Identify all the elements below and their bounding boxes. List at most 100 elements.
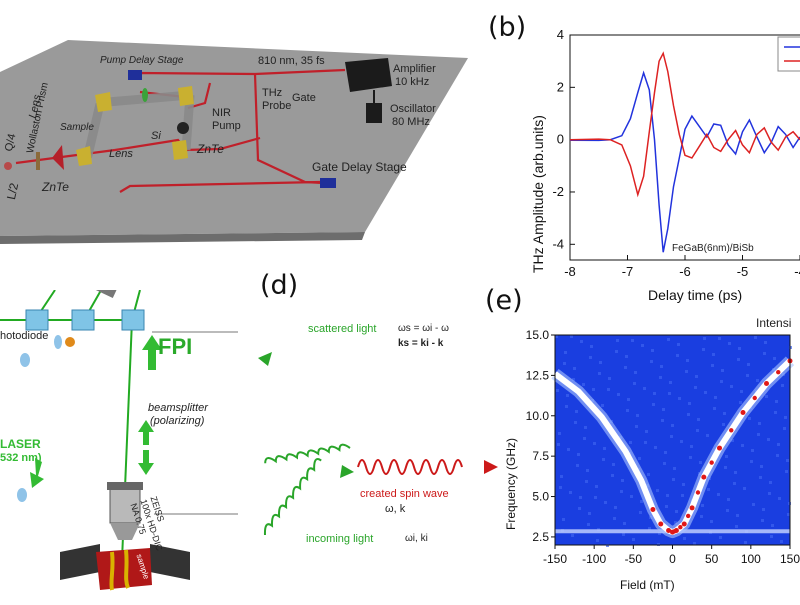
noise-pixel (584, 426, 587, 429)
peak-point (666, 527, 672, 533)
peak-point (689, 505, 695, 511)
beamsplitter-cube-1 (25, 309, 49, 331)
amplifier-label-2: 10 kHz (395, 76, 430, 88)
noise-pixel (556, 389, 559, 392)
y-tick-label: 5.0 (532, 490, 549, 504)
noise-pixel (682, 483, 685, 486)
objective-arrow (138, 420, 154, 445)
bls-setup-diagram (0, 266, 238, 591)
noise-pixel (676, 354, 679, 357)
noise-pixel (734, 471, 737, 474)
noise-pixel (575, 410, 578, 413)
nir-label-2: Pump (212, 120, 241, 132)
noise-pixel (645, 430, 648, 433)
panel-label-e: (e) (485, 285, 523, 316)
noise-pixel (701, 504, 704, 507)
noise-pixel (572, 378, 575, 381)
parabolic-mirror-3 (76, 146, 92, 166)
noise-pixel (611, 474, 614, 477)
incoming-arrowhead (340, 465, 354, 478)
noise-pixel (595, 485, 598, 488)
noise-pixel (570, 335, 573, 338)
noise-pixel (639, 511, 642, 514)
noise-pixel (747, 363, 750, 366)
noise-pixel (653, 392, 656, 395)
peak-point (658, 521, 664, 527)
magnet-left (60, 544, 100, 580)
noise-pixel (577, 453, 580, 456)
noise-pixel (722, 423, 725, 426)
lens-element-1 (54, 335, 62, 349)
noise-pixel (588, 512, 591, 515)
x-tick-label: -4 (794, 264, 800, 279)
beamsplitter-label-1: beamsplitter (148, 402, 208, 414)
noise-pixel (604, 501, 607, 504)
noise-pixel (714, 396, 717, 399)
noise-pixel (627, 398, 630, 401)
noise-pixel (786, 459, 789, 462)
noise-pixel (731, 439, 734, 442)
noise-pixel (632, 538, 635, 541)
noise-pixel (601, 404, 604, 407)
noise-pixel (658, 532, 661, 535)
chart-e-xlabel: Field (mT) (620, 578, 675, 592)
noise-pixel (555, 335, 558, 338)
noise-pixel (566, 394, 569, 397)
noise-pixel (673, 467, 676, 470)
noise-pixel (593, 442, 596, 445)
objective-lens (107, 482, 143, 540)
x-tick-label: -5 (737, 264, 749, 279)
noise-pixel (565, 405, 568, 408)
beamsplitter-label-2: (polarizing) (150, 415, 205, 427)
chart-b-legend (777, 36, 800, 72)
noise-pixel (667, 338, 670, 341)
noise-pixel (756, 379, 759, 382)
gate-label: Gate (292, 92, 316, 104)
waveplate-l2 (4, 162, 12, 170)
chart-b-xlabel: Delay time (ps) (648, 287, 743, 303)
y-tick-label: 7.5 (532, 449, 549, 463)
lens-label-2: Lens (109, 148, 133, 160)
heatmap-background (555, 335, 790, 545)
x-tick-label: -150 (543, 552, 567, 566)
noise-pixel (751, 449, 754, 452)
scattered-eq-omega: ωs = ωi - ω (398, 323, 449, 334)
noise-pixel (744, 541, 747, 544)
y-tick-label: 0 (557, 132, 564, 147)
noise-pixel (573, 367, 576, 370)
pump-delay-stage-label: Pump Delay Stage (100, 55, 184, 66)
noise-pixel (694, 386, 697, 389)
noise-pixel (622, 533, 625, 536)
noise-pixel (712, 353, 715, 356)
si-element (177, 122, 189, 134)
noise-pixel (583, 437, 586, 440)
noise-pixel (616, 339, 619, 342)
noise-pixel (562, 518, 565, 521)
noise-pixel (647, 473, 650, 476)
noise-pixel (656, 489, 659, 492)
noise-pixel (720, 380, 723, 383)
noise-pixel (759, 476, 762, 479)
noise-pixel (697, 418, 700, 421)
noise-pixel (620, 490, 623, 493)
panel-b-chart: -8 -7 -6 -5 -4 4 2 0 -2 -4 THz Amplitude (arb.uni… (530, 25, 800, 310)
noise-pixel (669, 381, 672, 384)
y-tick-label: -2 (552, 184, 564, 199)
noise-pixel (614, 506, 617, 509)
noise-pixel (752, 503, 755, 506)
spin-wave-arrowhead (484, 460, 498, 474)
noise-pixel (780, 540, 783, 543)
noise-pixel (559, 486, 562, 489)
panel-label-d: (d) (260, 270, 299, 301)
noise-pixel (652, 403, 655, 406)
noise-pixel (571, 534, 574, 537)
noise-pixel (592, 388, 595, 391)
noise-pixel (635, 425, 638, 428)
noise-pixel (760, 465, 763, 468)
panel-c-bls-setup: hotodiode FPI LASER 532 nm) beamsplitter… (0, 266, 250, 600)
noise-pixel (776, 454, 779, 457)
noise-pixel (687, 413, 690, 416)
noise-pixel (563, 362, 566, 365)
noise-pixel (726, 509, 729, 512)
noise-pixel (728, 342, 731, 345)
